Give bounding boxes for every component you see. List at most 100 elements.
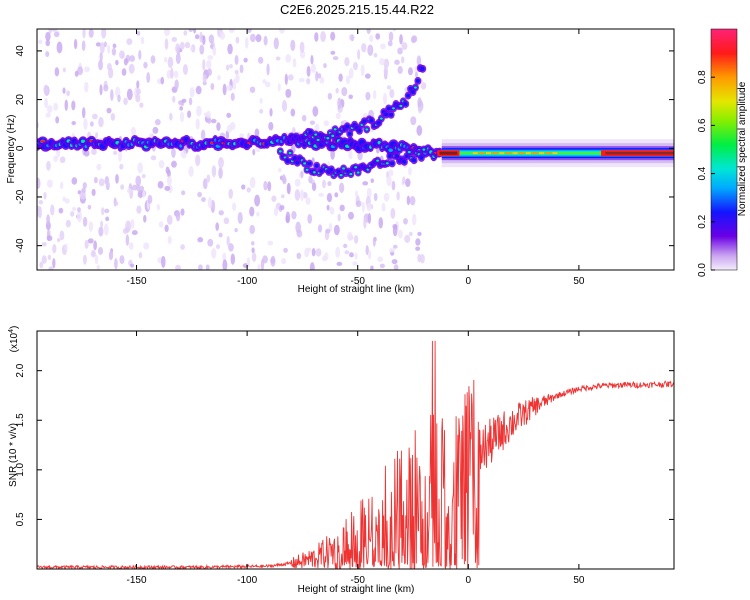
speckle [43, 84, 49, 95]
speckle [230, 92, 235, 101]
speckle [200, 129, 206, 141]
y-tick-label: 1.5 [15, 413, 26, 427]
speckle [179, 41, 185, 50]
speckle [118, 150, 122, 162]
speckle [401, 42, 408, 51]
speckle [46, 105, 53, 114]
speckle [84, 239, 89, 249]
speckle [126, 38, 133, 46]
speckle [317, 224, 323, 233]
speckle [235, 36, 240, 44]
speckle [246, 257, 251, 268]
speckle [332, 56, 339, 61]
speckle [140, 36, 145, 45]
speckle [330, 148, 335, 160]
speckle [188, 29, 194, 33]
speckle [131, 230, 138, 236]
band-peak [545, 152, 551, 155]
ridge-core [388, 148, 394, 153]
speckle [91, 250, 96, 257]
speckle [312, 106, 319, 117]
speckle [71, 121, 76, 126]
speckle [126, 188, 133, 194]
speckle [202, 73, 207, 84]
speckle [189, 46, 194, 51]
speckle [249, 33, 256, 43]
speckle [273, 207, 279, 217]
speckle [59, 181, 64, 190]
upper-branch-core [369, 118, 374, 123]
speckle [56, 237, 61, 243]
speckle [38, 200, 44, 205]
speckle [252, 148, 256, 156]
speckle [117, 94, 121, 103]
speckle [83, 150, 90, 157]
x-tick-label: 0 [466, 276, 472, 287]
speckle [267, 181, 272, 192]
speckle [324, 252, 329, 261]
speckle [362, 181, 369, 186]
lower-branch-core [402, 159, 407, 164]
speckle [136, 80, 140, 89]
snr-scale-factor: (x104) [8, 326, 20, 353]
speckle [355, 190, 359, 198]
speckle [392, 244, 398, 249]
speckle [115, 173, 119, 184]
branch-highlight [356, 171, 360, 174]
speckle [201, 197, 206, 202]
speckle [84, 66, 90, 73]
speckle [166, 214, 173, 225]
speckle [307, 213, 313, 224]
speckle [83, 118, 88, 130]
speckle [113, 150, 118, 155]
branch-highlight [312, 171, 316, 174]
speckle [243, 57, 248, 63]
speckle [326, 204, 330, 211]
speckle [348, 94, 353, 100]
speckle [373, 192, 378, 202]
speckle [318, 192, 324, 197]
speckle [299, 189, 305, 202]
speckle [257, 264, 261, 270]
speckle [269, 108, 273, 117]
upper-branch-core [308, 130, 313, 135]
speckle [222, 83, 227, 96]
speckle [322, 179, 327, 189]
speckle [98, 178, 105, 187]
speckle [207, 196, 212, 209]
speckle [143, 214, 147, 223]
speckle [103, 223, 109, 236]
speckle [370, 178, 375, 184]
speckle [393, 264, 399, 270]
speckle [77, 66, 84, 76]
band-peak [505, 152, 511, 155]
speckle [110, 113, 116, 121]
speckle [150, 155, 157, 161]
speckle [88, 29, 94, 38]
speckle [404, 234, 411, 243]
speckle [391, 259, 398, 265]
speckle [217, 75, 221, 81]
lower-branch-core [314, 163, 319, 168]
snr-plot-area [37, 331, 674, 569]
speckle [388, 169, 394, 177]
speckle [412, 213, 417, 226]
speckle [62, 67, 66, 73]
speckle [348, 67, 354, 79]
speckle [280, 204, 285, 211]
band-start-dark [439, 151, 458, 155]
branch-highlight [385, 162, 389, 165]
speckle [66, 90, 71, 97]
speckle [215, 244, 221, 250]
speckle [239, 64, 244, 74]
speckle [308, 175, 313, 184]
upper-branch-core [420, 66, 425, 71]
speckle [218, 167, 223, 179]
speckle [52, 244, 57, 254]
speckle [315, 248, 322, 257]
speckle [161, 255, 166, 268]
chart-title: C2E6.2025.215.15.44.R22 [280, 2, 434, 17]
speckle [114, 258, 118, 270]
speckle [82, 254, 87, 265]
speckle [103, 41, 107, 48]
